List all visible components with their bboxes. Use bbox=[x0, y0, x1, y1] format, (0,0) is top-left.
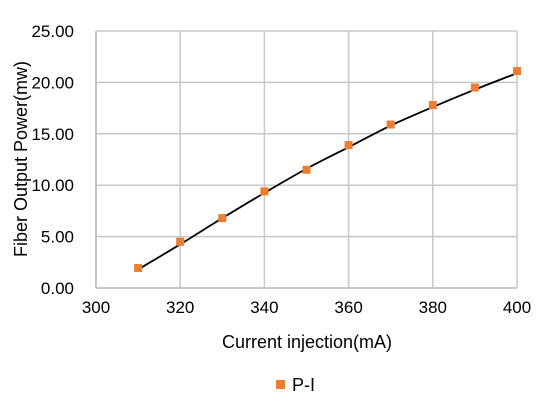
trendline-layer bbox=[137, 72, 518, 271]
y-axis-title: Fiber Output Power(mw) bbox=[11, 61, 31, 257]
data-point-340 bbox=[260, 187, 269, 196]
x-tick-label-300: 300 bbox=[82, 298, 110, 317]
y-tick-label-20: 20.00 bbox=[31, 73, 74, 92]
axes bbox=[95, 31, 517, 289]
legend: P-I bbox=[276, 375, 315, 395]
x-axis-title: Current injection(mA) bbox=[222, 332, 392, 352]
x-tick-label-400: 400 bbox=[503, 298, 531, 317]
tick-labels: 300 320 340 360 380 400 0.00 5.00 10.00 15.00 20.0… bbox=[31, 22, 531, 317]
x-tick-label-380: 380 bbox=[419, 298, 447, 317]
data-points bbox=[134, 67, 521, 272]
data-point-400 bbox=[513, 67, 521, 76]
data-point-360 bbox=[344, 141, 353, 150]
data-point-310 bbox=[134, 263, 143, 272]
grid bbox=[95, 30, 518, 289]
data-point-370 bbox=[386, 120, 395, 129]
legend-marker-p-i bbox=[276, 380, 285, 389]
data-point-380 bbox=[428, 101, 437, 110]
trendline bbox=[137, 72, 518, 271]
data-point-350 bbox=[302, 165, 311, 174]
data-point-330 bbox=[218, 214, 227, 223]
y-tick-label-10: 10.00 bbox=[31, 176, 74, 195]
legend-label-p-i: P-I bbox=[292, 375, 315, 395]
y-tick-label-25: 25.00 bbox=[31, 22, 74, 41]
y-tick-label-5: 5.00 bbox=[41, 228, 74, 247]
y-tick-label-15: 15.00 bbox=[31, 125, 74, 144]
x-tick-label-340: 340 bbox=[250, 298, 278, 317]
y-tick-label-0: 0.00 bbox=[41, 279, 74, 298]
data-point-320 bbox=[176, 237, 185, 246]
x-tick-label-360: 360 bbox=[334, 298, 362, 317]
data-point-390 bbox=[470, 83, 479, 92]
x-tick-label-320: 320 bbox=[166, 298, 194, 317]
